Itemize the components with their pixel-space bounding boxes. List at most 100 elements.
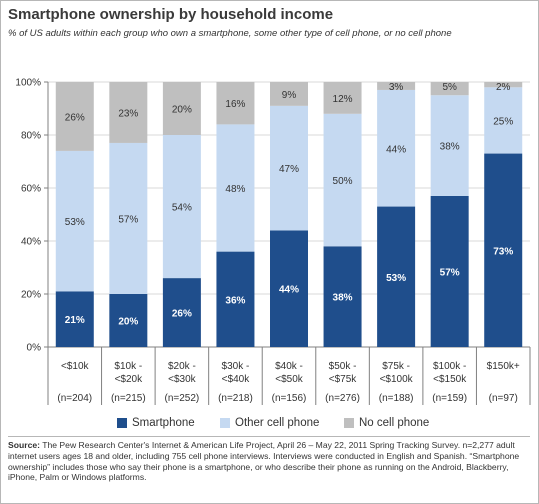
bar-no-cell-phone xyxy=(430,82,469,96)
bar-smartphone xyxy=(430,195,469,347)
legend-item-smartphone: Smartphone xyxy=(117,417,195,429)
x-tick-label: $150k+ xyxy=(487,361,520,372)
y-tick-label: 100% xyxy=(15,78,41,89)
x-tick-label: (n=252) xyxy=(165,393,200,404)
data-label-other-cell-phone: 25% xyxy=(493,116,513,127)
x-tick-label: $75k - xyxy=(382,361,410,372)
data-label-smartphone: 73% xyxy=(493,246,513,257)
legend-swatch-other-cell-phone xyxy=(220,418,230,428)
legend-label-other-cell-phone: Other cell phone xyxy=(235,417,320,429)
legend-item-no-cell-phone: No cell phone xyxy=(344,417,429,429)
data-label-smartphone: 38% xyxy=(333,293,353,304)
x-tick-label: (n=215) xyxy=(111,393,146,404)
data-label-other-cell-phone: 44% xyxy=(386,144,406,155)
x-tick-label: (n=218) xyxy=(218,393,253,404)
data-label-no-cell-phone: 23% xyxy=(118,108,138,119)
data-label-smartphone: 57% xyxy=(440,267,460,278)
bar-no-cell-phone xyxy=(323,82,362,114)
bar-smartphone xyxy=(323,246,362,347)
data-label-smartphone: 20% xyxy=(118,317,138,328)
data-label-other-cell-phone: 38% xyxy=(440,142,460,153)
bar-other-cell-phone xyxy=(377,89,416,207)
x-tick-label: <$30k xyxy=(168,374,197,385)
data-label-other-cell-phone: 50% xyxy=(333,176,353,187)
bar-other-cell-phone xyxy=(55,150,94,292)
data-label-smartphone: 21% xyxy=(65,315,85,326)
x-tick-label: (n=276) xyxy=(325,393,360,404)
bar-other-cell-phone xyxy=(162,135,201,279)
data-label-other-cell-phone: 48% xyxy=(225,184,245,195)
bar-no-cell-phone xyxy=(162,82,201,135)
x-tick-label: $30k - xyxy=(222,361,250,372)
bar-no-cell-phone xyxy=(484,82,523,88)
bar-other-cell-phone xyxy=(216,124,255,252)
bar-no-cell-phone xyxy=(55,82,94,151)
x-tick-label: <$10k xyxy=(61,361,90,372)
data-label-no-cell-phone: 26% xyxy=(65,112,85,123)
bar-smartphone xyxy=(270,230,308,347)
data-label-no-cell-phone: 16% xyxy=(225,99,245,110)
x-tick-label: <$100k xyxy=(380,374,414,385)
x-tick-label: $100k - xyxy=(433,361,466,372)
data-label-other-cell-phone: 54% xyxy=(172,203,192,214)
bar-other-cell-phone xyxy=(270,105,308,231)
bar-other-cell-phone xyxy=(430,95,469,196)
data-label-no-cell-phone: 5% xyxy=(442,82,457,93)
bar-smartphone xyxy=(216,251,255,347)
data-label-smartphone: 44% xyxy=(279,285,299,296)
bar-smartphone xyxy=(377,206,416,347)
data-label-no-cell-phone: 2% xyxy=(496,82,511,93)
data-label-other-cell-phone: 47% xyxy=(279,164,299,175)
x-tick-label: (n=204) xyxy=(57,393,92,404)
legend-label-no-cell-phone: No cell phone xyxy=(359,417,430,429)
chart-subtitle: % of US adults within each group who own… xyxy=(8,28,452,39)
x-tick-label: $20k - xyxy=(168,361,196,372)
source-divider xyxy=(8,436,530,437)
bar-no-cell-phone xyxy=(377,82,416,90)
bar-smartphone xyxy=(484,153,523,347)
y-tick-label: 20% xyxy=(21,290,41,301)
data-label-no-cell-phone: 20% xyxy=(172,105,192,116)
x-tick-label: <$20k xyxy=(115,374,144,385)
bar-no-cell-phone xyxy=(270,82,308,106)
bar-other-cell-phone xyxy=(323,113,362,247)
x-tick-label: (n=159) xyxy=(432,393,467,404)
x-tick-label: $40k - xyxy=(275,361,303,372)
x-tick-label: <$75k xyxy=(329,374,358,385)
bar-no-cell-phone xyxy=(109,82,148,143)
data-label-smartphone: 36% xyxy=(225,295,245,306)
legend-label-smartphone: Smartphone xyxy=(132,417,195,429)
legend-item-other-cell-phone: Other cell phone xyxy=(220,417,319,429)
data-label-smartphone: 26% xyxy=(172,309,192,320)
legend-swatch-smartphone xyxy=(117,418,127,428)
data-label-other-cell-phone: 57% xyxy=(118,214,138,225)
data-label-no-cell-phone: 9% xyxy=(282,90,297,101)
y-tick-label: 80% xyxy=(21,131,41,142)
bar-smartphone xyxy=(55,291,94,347)
source-text: The Pew Research Center's Internet & Ame… xyxy=(8,440,520,483)
source-label: Source: xyxy=(8,440,40,450)
x-tick-label: (n=188) xyxy=(379,393,414,404)
bar-smartphone xyxy=(109,294,148,347)
x-tick-label: <$150k xyxy=(433,374,467,385)
x-tick-label: (n=156) xyxy=(272,393,307,404)
bar-other-cell-phone xyxy=(484,87,523,154)
bar-other-cell-phone xyxy=(109,142,148,294)
data-label-smartphone: 53% xyxy=(386,273,406,284)
chart-title: Smartphone ownership by household income xyxy=(8,6,334,23)
x-tick-label: $50k - xyxy=(329,361,357,372)
legend-swatch-no-cell-phone xyxy=(344,418,354,428)
x-tick-label: (n=97) xyxy=(489,393,518,404)
y-tick-label: 0% xyxy=(27,343,42,354)
source-note: Source: The Pew Research Center's Intern… xyxy=(8,440,533,483)
y-tick-label: 60% xyxy=(21,184,41,195)
x-tick-label: <$50k xyxy=(275,374,304,385)
x-tick-label: <$40k xyxy=(222,374,251,385)
chart-legend: Smartphone Other cell phone No cell phon… xyxy=(0,417,539,433)
data-label-no-cell-phone: 3% xyxy=(389,82,404,93)
y-tick-label: 40% xyxy=(21,237,41,248)
stacked-bar-chart: 0% 20% 40% 60% 80% 100% 21% 53% 26% <$10k (n=204) 2… xyxy=(15,78,531,405)
data-label-other-cell-phone: 53% xyxy=(65,217,85,228)
bar-smartphone xyxy=(162,278,201,347)
bar-no-cell-phone xyxy=(216,82,255,125)
